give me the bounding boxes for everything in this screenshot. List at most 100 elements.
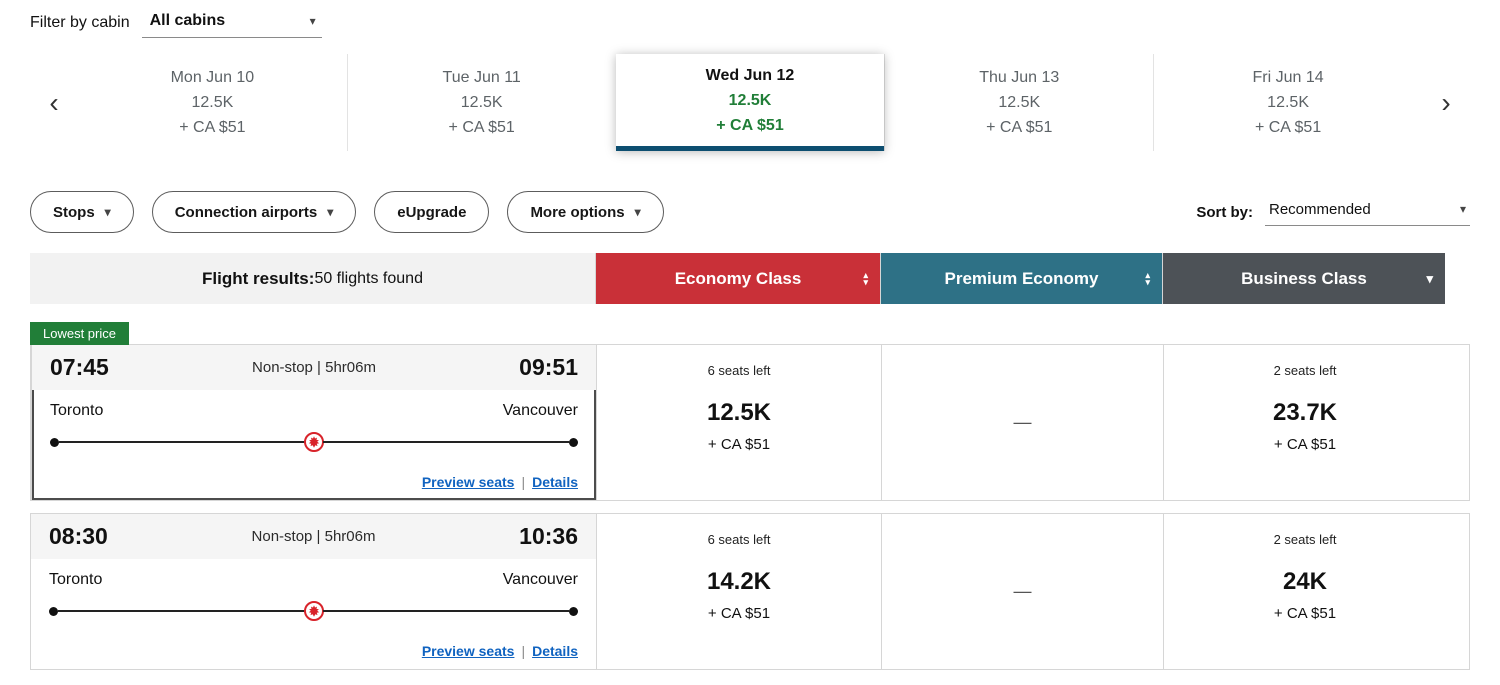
connection-airports-filter-button[interactable]: Connection airports ▾ xyxy=(151,191,357,233)
stops-filter-button[interactable]: Stops ▾ xyxy=(30,191,134,233)
origin-dot xyxy=(49,606,58,616)
route-line xyxy=(50,432,578,452)
flight-row: Lowest price 07:45 Non-stop | 5hr06m 09:… xyxy=(30,322,1470,501)
date-label: Mon Jun 10 xyxy=(170,69,255,86)
sort-select-value: Recommended xyxy=(1269,200,1371,218)
fare-price: + CA $51 xyxy=(1273,436,1337,453)
column-header-economy[interactable]: Economy Class ▴ ▾ xyxy=(595,253,880,304)
flight-summary: Non-stop | 5hr06m xyxy=(252,359,376,376)
fare-unavailable-dash: — xyxy=(1013,581,1032,601)
date-points: 12.5K xyxy=(1267,94,1309,111)
date-label: Fri Jun 14 xyxy=(1252,69,1324,86)
chevron-down-icon: ▾ xyxy=(309,14,316,28)
more-options-filter-label: More options xyxy=(530,203,625,221)
flight-body: Toronto Vancouver Preview seats | Details xyxy=(32,390,596,500)
fare-points: 24K xyxy=(1282,568,1328,595)
chevron-down-icon: ▾ xyxy=(327,205,334,219)
details-link[interactable]: Details xyxy=(532,643,578,659)
route-track xyxy=(323,441,569,443)
business-fare-cell[interactable]: 2 seats left 23.7K + CA $51 xyxy=(1163,345,1446,500)
sort-select[interactable]: Recommended ▾ xyxy=(1265,199,1470,226)
details-link[interactable]: Details xyxy=(532,474,578,490)
economy-fare-cell[interactable]: 6 seats left 14.2K + CA $51 xyxy=(596,514,881,669)
route-cities: Toronto Vancouver xyxy=(50,402,578,420)
date-tab-selected[interactable]: Wed Jun 12 12.5K + CA $51 xyxy=(615,54,885,151)
date-price: + CA $51 xyxy=(1254,119,1322,136)
economy-column-label: Economy Class xyxy=(674,268,802,288)
airline-logo-icon xyxy=(304,432,324,452)
connection-airports-filter-label: Connection airports xyxy=(174,203,318,221)
carousel-prev-button[interactable]: ‹ xyxy=(30,54,78,151)
date-label: Wed Jun 12 xyxy=(705,66,795,84)
date-tab[interactable]: Thu Jun 13 12.5K + CA $51 xyxy=(884,54,1154,151)
sort-down-icon: ▾ xyxy=(1145,276,1150,287)
fare-price: + CA $51 xyxy=(1273,605,1337,622)
carousel-next-button[interactable]: › xyxy=(1422,54,1470,151)
destination-dot xyxy=(569,606,578,616)
flight-row: 08:30 Non-stop | 5hr06m 10:36 Toronto Va… xyxy=(30,513,1470,670)
chevron-down-icon: ▾ xyxy=(1426,270,1433,286)
fare-points: 23.7K xyxy=(1272,399,1338,426)
column-header-business[interactable]: Business Class ▾ xyxy=(1162,253,1445,304)
date-tabs: Mon Jun 10 12.5K + CA $51 Tue Jun 11 12.… xyxy=(78,54,1422,151)
arrival-time: 10:36 xyxy=(519,523,578,549)
filters-row: Stops ▾ Connection airports ▾ eUpgrade M… xyxy=(30,191,1470,233)
flight-results-label: Flight results: xyxy=(202,268,315,288)
premium-economy-fare-cell[interactable]: — xyxy=(881,514,1163,669)
flight-body: Toronto Vancouver Preview seats | Details xyxy=(31,559,596,669)
origin-city: Toronto xyxy=(50,402,104,419)
flight-summary: Non-stop | 5hr06m xyxy=(251,528,376,545)
chevron-right-icon: › xyxy=(1441,86,1451,118)
date-tab[interactable]: Tue Jun 11 12.5K + CA $51 xyxy=(346,54,616,151)
fare-price: + CA $51 xyxy=(707,436,771,453)
flight-results-summary: Flight results: 50 flights found xyxy=(30,253,595,304)
premium-economy-fare-cell[interactable]: — xyxy=(881,345,1163,500)
date-points: 12.5K xyxy=(998,94,1041,111)
column-header-premium-economy[interactable]: Premium Economy ▴ ▾ xyxy=(880,253,1162,304)
results-header: Flight results: 50 flights found Economy … xyxy=(30,253,1470,304)
flight-results-count: 50 flights found xyxy=(314,269,423,287)
sort-arrows-icon: ▴ ▾ xyxy=(863,270,868,287)
destination-city: Vancouver xyxy=(502,402,578,419)
sort-arrows-icon: ▴ ▾ xyxy=(1145,269,1150,287)
more-options-filter-button[interactable]: More options ▾ xyxy=(507,191,664,233)
seats-left: 6 seats left xyxy=(707,532,771,547)
flight-info-cell: 08:30 Non-stop | 5hr06m 10:36 Toronto Va… xyxy=(31,514,596,669)
cabin-filter-value: All cabins xyxy=(149,12,226,29)
flight-time-strip: 07:45 Non-stop | 5hr06m 09:51 xyxy=(32,345,596,390)
date-tab[interactable]: Fri Jun 14 12.5K + CA $51 xyxy=(1153,54,1422,151)
departure-time: 08:30 xyxy=(49,523,108,549)
date-price: + CA $51 xyxy=(448,119,515,136)
sort-up-icon: ▴ xyxy=(1145,269,1150,280)
lowest-price-badge: Lowest price xyxy=(30,322,129,345)
date-tab[interactable]: Mon Jun 10 12.5K + CA $51 xyxy=(78,54,347,151)
destination-city: Vancouver xyxy=(502,571,578,588)
date-price: + CA $51 xyxy=(986,119,1053,136)
route-cities: Toronto Vancouver xyxy=(49,571,578,589)
preview-seats-link[interactable]: Preview seats xyxy=(421,474,515,490)
flight-info-cell: 07:45 Non-stop | 5hr06m 09:51 Toronto Va… xyxy=(31,345,596,500)
flight-links: Preview seats | Details xyxy=(49,643,578,659)
destination-dot xyxy=(569,437,578,447)
business-fare-cell[interactable]: 2 seats left 24K + CA $51 xyxy=(1163,514,1446,669)
sort-down-icon: ▾ xyxy=(863,276,868,287)
origin-dot xyxy=(50,437,59,447)
chevron-down-icon: ▾ xyxy=(1459,202,1466,216)
preview-seats-link[interactable]: Preview seats xyxy=(421,643,515,659)
seats-left: 6 seats left xyxy=(707,363,771,378)
airline-logo-icon xyxy=(303,601,324,621)
sort-control: Sort by: Recommended ▾ xyxy=(1196,199,1470,226)
cabin-filter-label: Filter by cabin xyxy=(30,14,130,31)
link-separator: | xyxy=(521,474,526,490)
date-price: + CA $51 xyxy=(179,119,246,136)
departure-time: 07:45 xyxy=(50,354,109,380)
economy-fare-cell[interactable]: 6 seats left 12.5K + CA $51 xyxy=(596,345,881,500)
fare-points: 12.5K xyxy=(706,399,772,426)
date-carousel: ‹ Mon Jun 10 12.5K + CA $51 Tue Jun 11 1… xyxy=(30,54,1470,151)
chevron-down-icon: ▾ xyxy=(104,205,111,219)
route-track xyxy=(59,441,305,443)
date-label: Tue Jun 11 xyxy=(442,69,521,86)
eupgrade-filter-button[interactable]: eUpgrade xyxy=(374,191,490,233)
cabin-filter-select[interactable]: All cabins ▾ xyxy=(141,10,322,38)
